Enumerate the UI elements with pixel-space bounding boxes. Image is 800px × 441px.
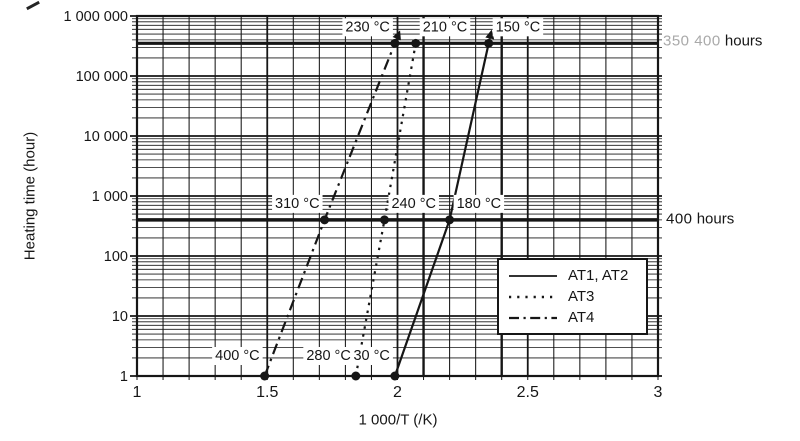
y-tick-label: 100 000 (76, 69, 128, 85)
temperature-label: 150 °C (496, 19, 541, 35)
y-tick-label: 10 (112, 309, 128, 325)
reference-unit: hours (696, 210, 735, 228)
temperature-label: 240 °C (391, 196, 436, 212)
data-point (320, 215, 330, 225)
data-point (390, 38, 400, 48)
data-point (379, 215, 389, 225)
legend-entry-at1-at2: AT1, AT2 (509, 265, 640, 286)
data-points (260, 38, 494, 381)
reference-unit: hours (724, 32, 763, 50)
dash-dot-line-sample (509, 316, 557, 319)
y-tick-label: 1 (120, 369, 128, 385)
legend-label: AT3 (568, 288, 595, 305)
data-point (390, 371, 400, 381)
x-axis-title: 1 000/T (/K) (358, 411, 438, 429)
dotted-line-sample (509, 295, 557, 298)
data-point (411, 38, 421, 48)
x-tick-label: 2 (393, 384, 402, 401)
temperature-label: 230 °C (345, 348, 390, 364)
temperature-label: 230 °C (345, 19, 390, 35)
arrow-up-icon (392, 30, 401, 41)
x-tick-label: 1.5 (256, 384, 278, 401)
data-point (445, 215, 455, 225)
legend-label: AT4 (568, 309, 595, 326)
temperature-label: 400 °C (215, 348, 260, 364)
data-point (351, 371, 361, 381)
data-point (260, 371, 270, 381)
temperature-label: 310 °C (275, 196, 320, 212)
tick-labels: 1 10 100 1 000 10 000 100 000 1 000 000 1 1.5 2 2.… (63, 9, 662, 401)
label-background (453, 194, 505, 213)
reference-value: 400 (666, 210, 693, 228)
temperature-label: 210 °C (423, 19, 468, 35)
label-background (419, 18, 471, 37)
label-background (212, 347, 263, 365)
label-background (388, 194, 439, 213)
legend-label: AT1, AT2 (568, 267, 629, 284)
temperature-label: 180 °C (457, 196, 502, 212)
legend: AT1, AT2 AT3 AT4 (497, 258, 648, 335)
label-background (272, 194, 323, 213)
x-tick-label: 2.5 (517, 384, 539, 401)
solid-line-sample (509, 274, 557, 277)
legend-entry-at3: AT3 (509, 286, 640, 307)
reference-line-label-350400-hours: 350 400 hours (663, 33, 762, 50)
data-point (484, 38, 494, 48)
reference-value: 350 400 (663, 32, 721, 50)
y-axis-title: Heating time (hour) (21, 131, 39, 261)
label-background (342, 18, 393, 37)
label-background (303, 347, 354, 365)
x-tick-label: 3 (654, 384, 663, 401)
y-tick-label: 1 000 000 (63, 9, 128, 25)
label-background (342, 347, 393, 365)
reference-line-label-400-hours: 400 hours (666, 211, 734, 228)
label-background (492, 18, 544, 37)
y-tick-label: 10 000 (84, 129, 128, 145)
y-tick-label: 1 000 (92, 189, 128, 205)
y-tick-label: 100 (104, 249, 128, 265)
x-tick-label: 1 (133, 384, 142, 401)
legend-entry-at4: AT4 (509, 307, 640, 328)
point-labels: 230 °C 180 °C 150 °C 280 °C 240 °C 210 °C 400 … (212, 18, 544, 365)
arrow-up-icon (485, 29, 495, 40)
temperature-label: 280 °C (306, 348, 351, 364)
